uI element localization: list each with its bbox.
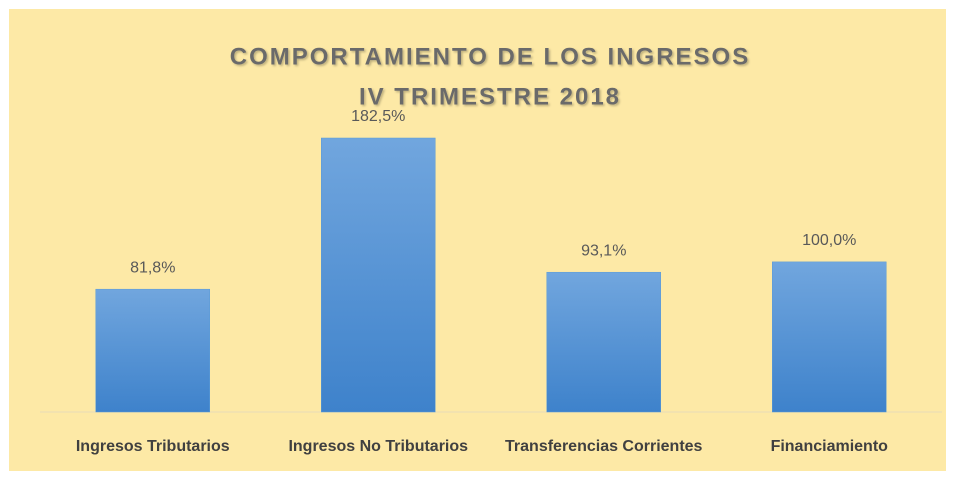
x-tick-label: Ingresos Tributarios [76, 438, 230, 455]
bar [95, 288, 210, 413]
chart-subtitle: IV TRIMESTRE 2018 [359, 83, 621, 110]
value-label: 81,8% [130, 259, 175, 276]
x-tick-label: Transferencias Corrientes [505, 438, 703, 455]
bar [772, 261, 887, 413]
value-label: 100,0% [802, 232, 856, 249]
bar [321, 137, 436, 413]
chart-title: COMPORTAMIENTO DE LOS INGRESOS [230, 43, 750, 70]
value-label: 182,5% [351, 108, 405, 125]
value-label: 93,1% [581, 242, 626, 259]
bar [546, 271, 661, 413]
x-tick-label: Financiamiento [771, 438, 889, 455]
x-tick-label: Ingresos No Tributarios [288, 438, 468, 455]
